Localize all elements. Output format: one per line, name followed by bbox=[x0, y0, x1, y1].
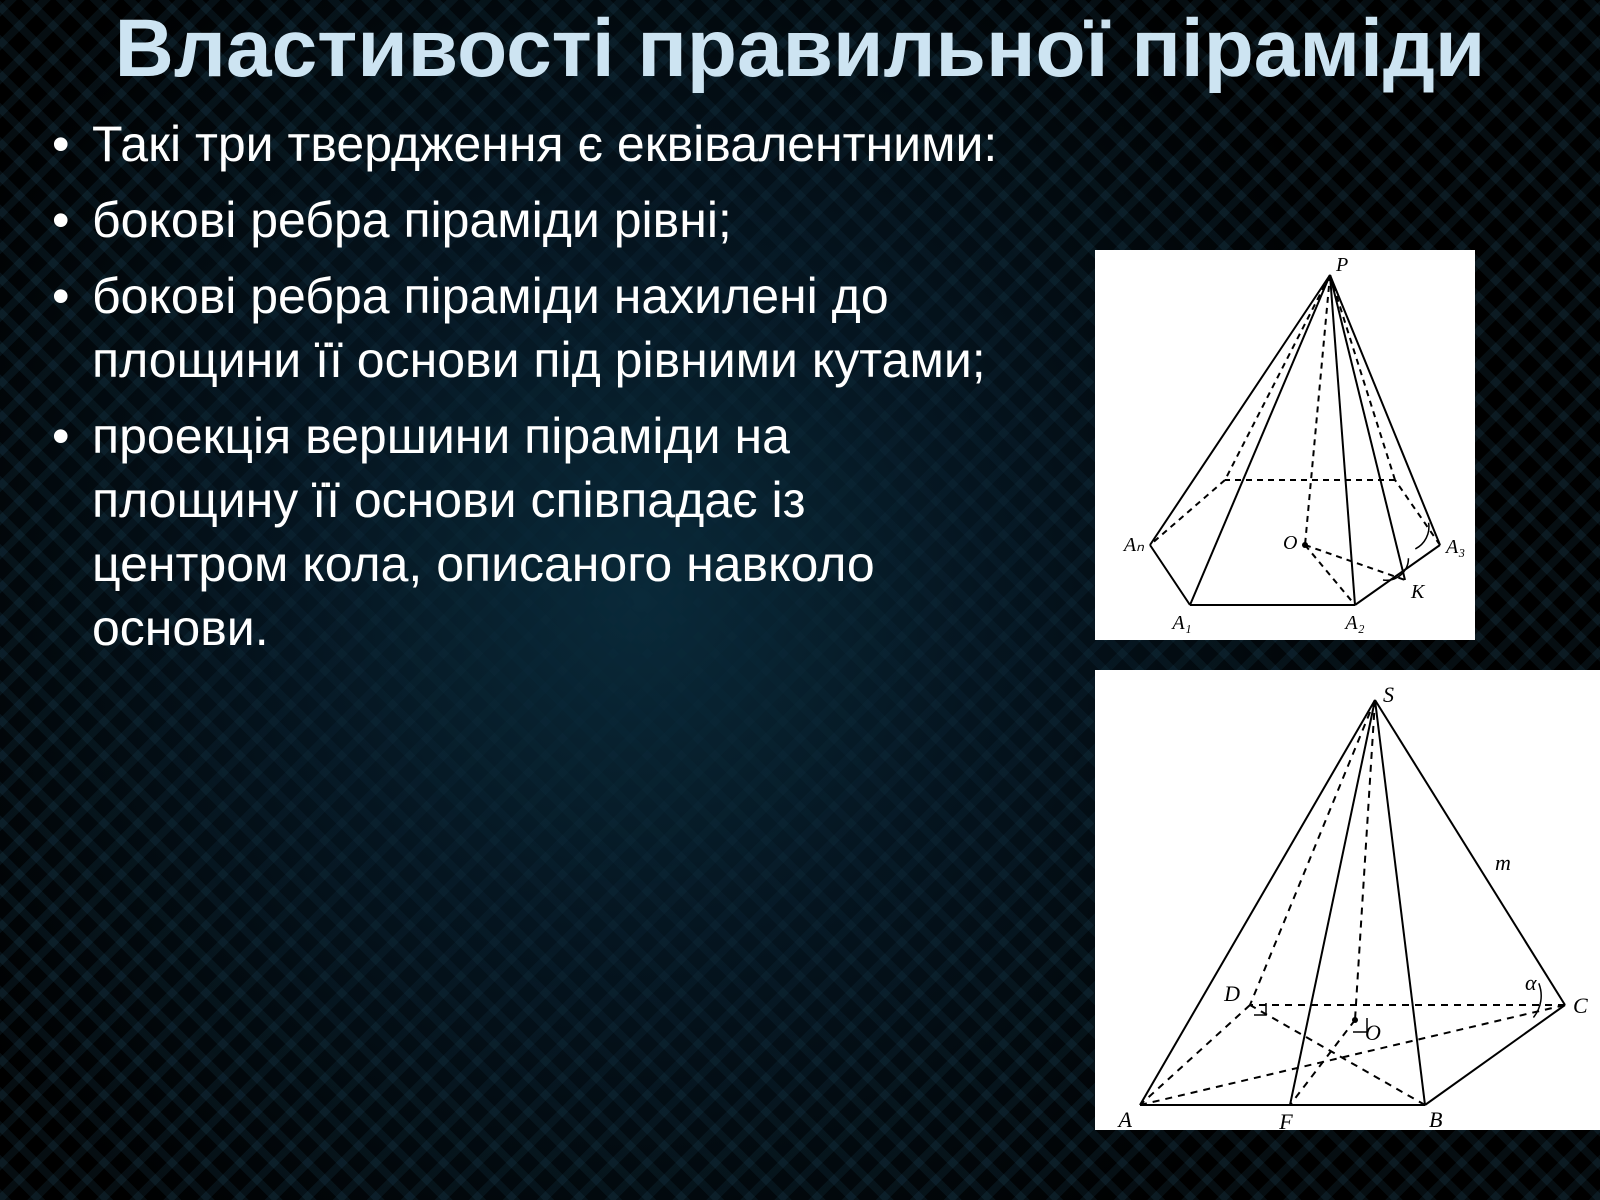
svg-text:P: P bbox=[1335, 254, 1348, 276]
svg-text:Aₙ: Aₙ bbox=[1122, 534, 1145, 556]
svg-text:D: D bbox=[1223, 981, 1240, 1006]
pyramid-square-figure: S A B C D O Fm α bbox=[1095, 670, 1600, 1130]
svg-text:O: O bbox=[1283, 532, 1297, 554]
pyramid-hexagonal-svg: P O A₁ A₂ A₃ Aₙ K bbox=[1095, 250, 1475, 640]
slide-title: Властивості правильної піраміди bbox=[30, 0, 1570, 92]
svg-text:A₂: A₂ bbox=[1343, 612, 1364, 634]
pyramid-square-svg: S A B C D O Fm α bbox=[1095, 670, 1600, 1130]
svg-text:C: C bbox=[1573, 993, 1588, 1018]
svg-text:B: B bbox=[1429, 1107, 1442, 1130]
list-item: Такі три твердження є еквівалентними: bbox=[30, 112, 1060, 176]
svg-text:S: S bbox=[1383, 682, 1394, 707]
slide-content: Властивості правильної піраміди Такі три… bbox=[0, 0, 1600, 1200]
svg-text:m: m bbox=[1495, 850, 1511, 875]
svg-text:A: A bbox=[1117, 1107, 1133, 1130]
diagrams-column: P O A₁ A₂ A₃ Aₙ K S A B C D O Fm α bbox=[1095, 250, 1600, 1130]
svg-text:α: α bbox=[1525, 970, 1537, 995]
svg-text:A₃: A₃ bbox=[1444, 536, 1465, 558]
svg-text:K: K bbox=[1410, 581, 1426, 603]
svg-text:A₁: A₁ bbox=[1170, 612, 1191, 634]
list-item: бокові ребра піраміди нахилені до площин… bbox=[30, 264, 1110, 392]
svg-text:F: F bbox=[1278, 1109, 1293, 1130]
list-item: бокові ребра піраміди рівні; bbox=[30, 188, 1060, 252]
pyramid-hexagonal-figure: P O A₁ A₂ A₃ Aₙ K bbox=[1095, 250, 1475, 640]
list-item: проекція вершини піраміди на площину її … bbox=[30, 404, 1010, 660]
svg-text:O: O bbox=[1365, 1020, 1381, 1045]
